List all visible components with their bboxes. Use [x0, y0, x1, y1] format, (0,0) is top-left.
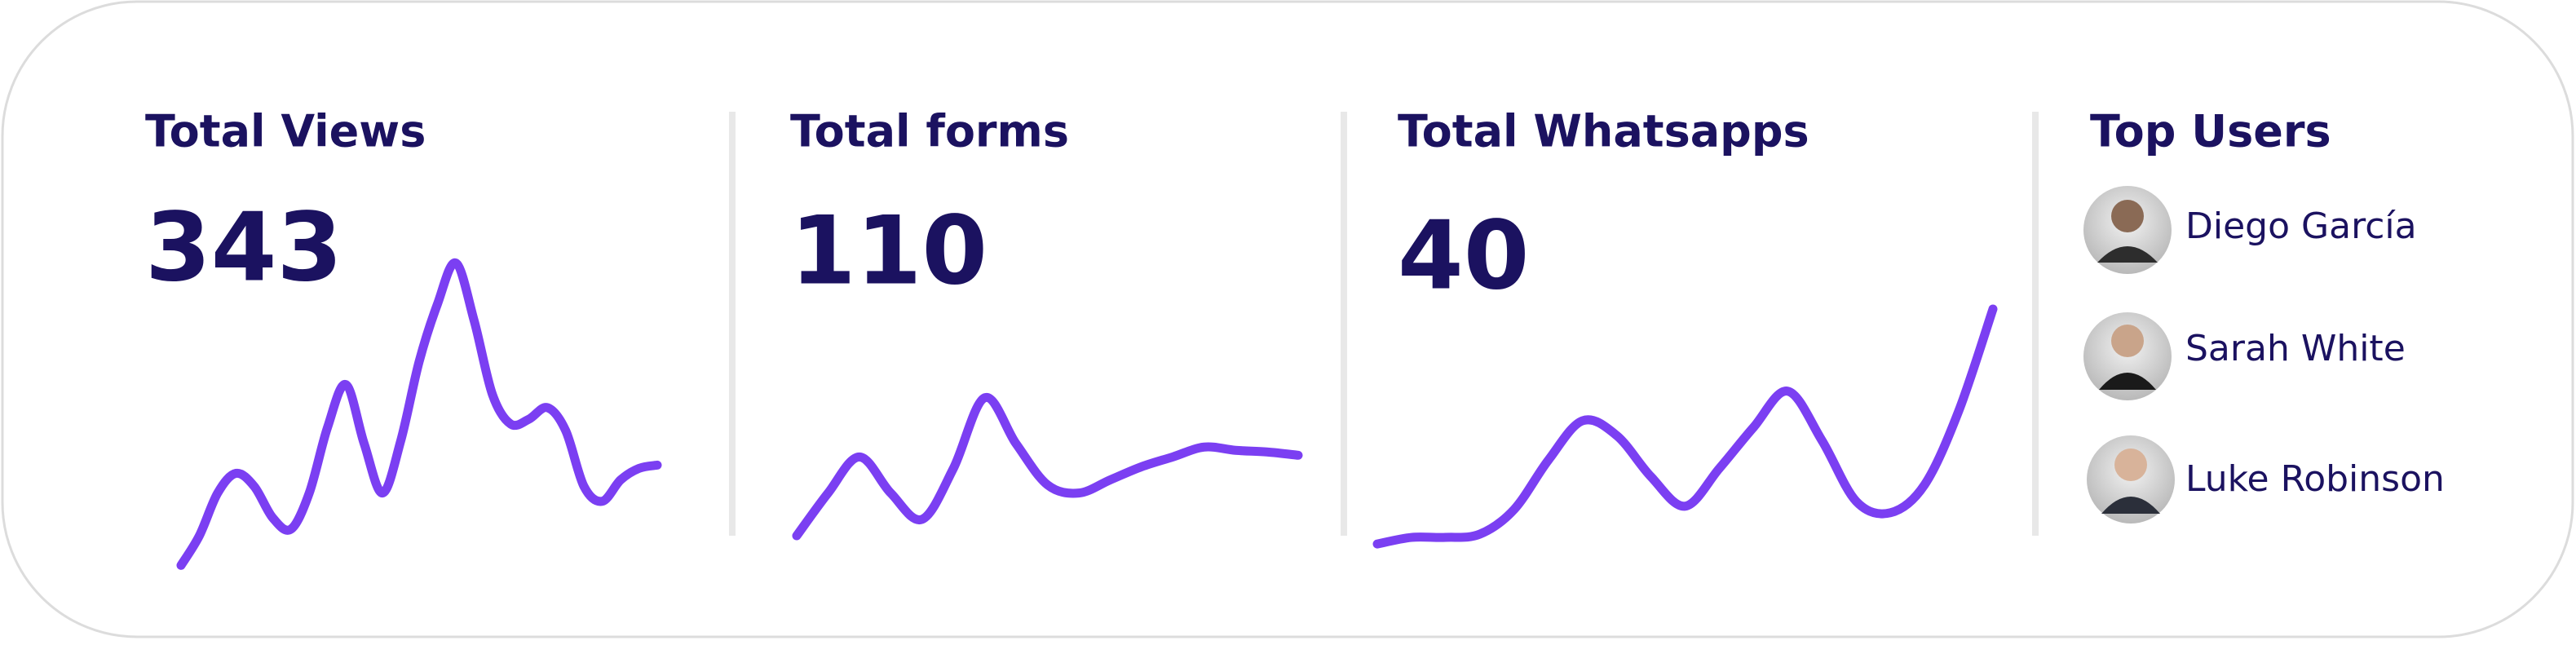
- section-title: Top Users: [2090, 106, 2331, 157]
- avatar: [2087, 435, 2175, 524]
- metric-value: 40: [1398, 201, 1529, 311]
- metric-title: Total Whatsapps: [1398, 106, 1809, 157]
- metric-value: 110: [790, 197, 988, 307]
- user-name: Diego García: [2185, 205, 2417, 247]
- divider: [1341, 112, 1347, 536]
- sparkline: [1372, 304, 1998, 549]
- sparkline: [792, 393, 1303, 541]
- sparkline: [176, 258, 662, 570]
- metric-title: Total forms: [790, 106, 1069, 157]
- divider: [729, 112, 736, 536]
- user-name: Sarah White: [2185, 328, 2406, 369]
- divider: [2032, 112, 2039, 536]
- metric-value: 343: [145, 193, 342, 303]
- avatar: [2083, 186, 2172, 274]
- avatar: [2083, 312, 2172, 400]
- user-name: Luke Robinson: [2185, 458, 2445, 500]
- metric-title: Total Views: [145, 106, 426, 157]
